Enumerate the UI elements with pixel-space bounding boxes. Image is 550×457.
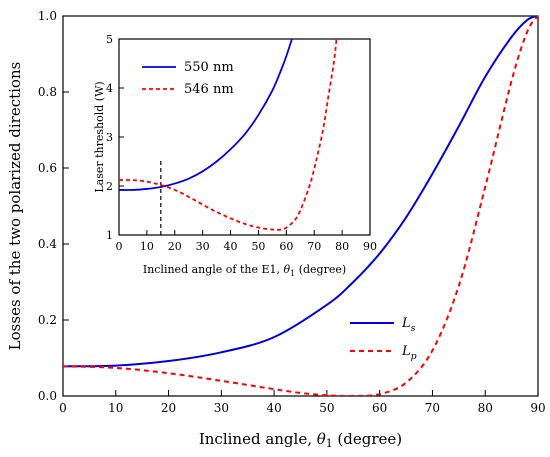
- y-tick-label: 5: [106, 33, 113, 46]
- x-tick-label: 30: [196, 240, 210, 253]
- inset-plot: 0 10 20 30 40 50 60 70 80 90 1 2 3 4 5 550 nm 546 nm Incl…: [93, 33, 377, 278]
- x-axis-title: Inclined angle of the E1, θ1 (degree): [143, 263, 346, 278]
- x-tick-label: 20: [161, 401, 176, 415]
- x-tick-label: 60: [279, 240, 293, 253]
- y-tick-label: 0.0: [38, 389, 57, 403]
- y-tick-label: 1: [106, 229, 113, 242]
- plot-frame: [62, 15, 539, 397]
- y-axis-title: Losses of the two polarized directions: [6, 62, 24, 351]
- x-tick-label: 70: [425, 401, 440, 415]
- x-tick-label: 20: [168, 240, 182, 253]
- y-tick-label: 4: [106, 82, 113, 95]
- x-tick-label: 90: [530, 401, 545, 415]
- x-tick-label: 0: [59, 401, 67, 415]
- y-tick-label: 0.2: [38, 313, 57, 327]
- x-tick-label: 10: [108, 401, 123, 415]
- plot-frame: [118, 38, 371, 236]
- y-tick-label: 1.0: [38, 9, 57, 23]
- y-tick-label: 0.6: [38, 161, 57, 175]
- legend-label: Lp: [401, 344, 417, 362]
- x-tick-label: 40: [224, 240, 238, 253]
- legend-label: Ls: [401, 316, 416, 334]
- x-tick-label: 40: [266, 401, 281, 415]
- legend-label: 546 nm: [184, 82, 234, 97]
- x-tick-label: 30: [214, 401, 229, 415]
- y-tick-label: 3: [106, 131, 113, 144]
- series-line-lp: [63, 16, 538, 396]
- x-tick-label: 50: [251, 240, 265, 253]
- main-plot: 0 10 20 30 40 50 60 70 80 900.00.20.40.60.81.0LsL…: [6, 9, 546, 450]
- x-tick-label: 0: [116, 240, 123, 253]
- y-axis-title: Laser threshold (W): [93, 81, 106, 192]
- y-tick-label: 0.4: [38, 237, 57, 251]
- legend-label: 550 nm: [184, 60, 234, 75]
- x-tick-label: 60: [372, 401, 387, 415]
- x-tick-label: 10: [140, 240, 154, 253]
- y-tick-label: 0.8: [38, 85, 57, 99]
- y-tick-label: 2: [106, 180, 113, 193]
- series-line-550-nm: [119, 39, 293, 191]
- x-tick-label: 50: [319, 401, 334, 415]
- series-line-546-nm: [119, 39, 338, 231]
- x-axis-title: Inclined angle, θ1 (degree): [199, 430, 402, 450]
- series-line-ls: [63, 16, 538, 368]
- x-tick-label: 70: [307, 240, 321, 253]
- x-tick-label: 80: [478, 401, 493, 415]
- x-tick-label: 80: [335, 240, 349, 253]
- x-tick-label: 90: [363, 240, 377, 253]
